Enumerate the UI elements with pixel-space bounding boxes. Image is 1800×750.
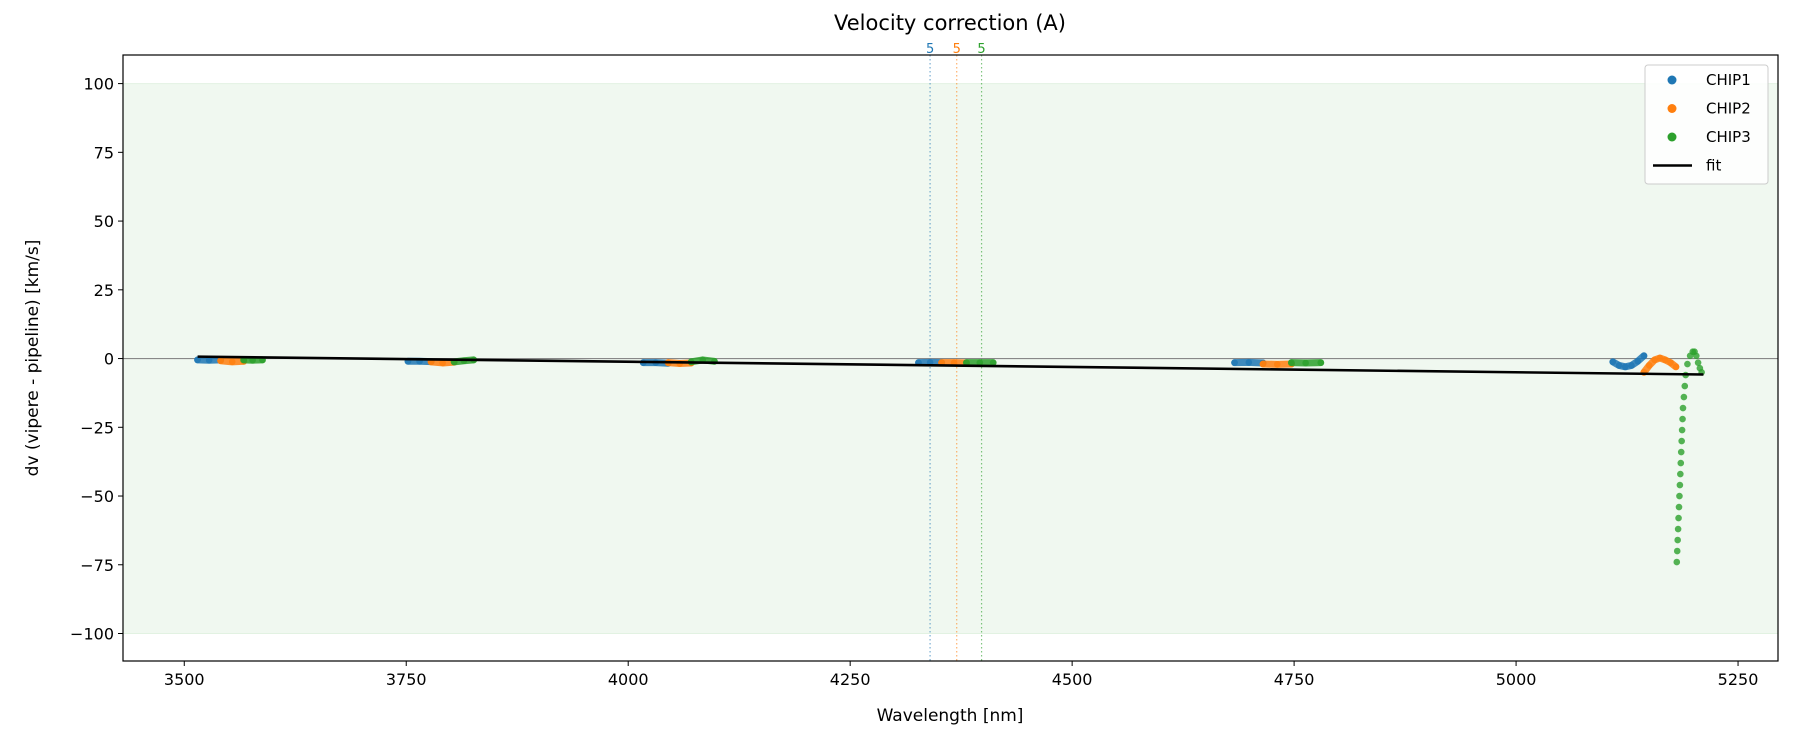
x-tick-label: 5250 [1718,670,1759,689]
legend-label: CHIP1 [1706,71,1751,89]
y-tick-label: 100 [83,75,114,94]
chip1-point [1621,363,1629,371]
legend-label: CHIP2 [1706,100,1751,118]
chart-title: Velocity correction (A) [834,11,1066,35]
y-tick-label: 25 [94,281,114,300]
legend-label: fit [1706,157,1721,175]
chip2-point [1667,359,1674,366]
chip3-point [1677,448,1685,456]
chip3-point [1675,514,1682,522]
x-tick-label: 5000 [1496,670,1537,689]
y-tick-label: 50 [94,212,114,231]
chip2-point [1661,356,1669,364]
chip3-point [1288,359,1295,366]
y-tick-label: −100 [70,625,114,644]
order-marker-label: 5 [926,42,934,57]
chip1-point [1609,358,1617,366]
chip2-point [1651,356,1658,364]
chip3-point [1676,481,1684,489]
y-axis-label: dv (vipere - pipeline) [km/s] [23,240,43,477]
chip3-point [1678,426,1686,434]
chip1-point [1634,357,1642,365]
chip3-point [1678,437,1685,445]
chip3-point [1676,492,1683,500]
chip1-point [1245,359,1253,366]
chip2-legend-marker [1667,104,1677,113]
legend: CHIP1 CHIP2 CHIP3 fit [1644,64,1769,185]
chip3-point [1680,393,1688,401]
x-tick-label: 4000 [608,670,649,689]
y-tick-label: −25 [80,418,114,437]
chip3-point [989,359,997,366]
chip2-point [1259,360,1267,368]
x-axis-label: Wavelength [nm] [877,706,1024,726]
chip3-point [1317,359,1325,366]
y-tick-label: −50 [80,487,114,506]
y-tick-label: 0 [104,350,114,369]
chip3-point [1674,536,1681,544]
x-tick-label: 4500 [1052,670,1093,689]
chip2-point [1672,363,1680,371]
order-marker-label: 5 [977,42,985,57]
y-tick-label: −75 [80,556,114,575]
x-tick-label: 3500 [164,670,205,689]
chip1-point [194,356,201,364]
chip2-point [217,357,224,365]
chip3-point [1673,547,1681,555]
chip1-point [1628,362,1635,369]
chip3-point [1677,459,1685,467]
order-marker-label: 5 [953,42,961,57]
chip1-point [1231,359,1238,366]
chip3-point [1673,558,1681,566]
chip3-point [1693,352,1700,360]
chip2-point [1645,362,1653,369]
chip3-point [1674,525,1682,533]
chip2-point [1273,361,1281,368]
y-tick-label: 75 [94,143,114,162]
chip3-point [1679,404,1687,412]
chip3-point [963,359,970,366]
chip1-point [1615,362,1623,369]
chip1-point [205,356,213,364]
chip2-point [439,359,446,367]
chip3-legend-marker [1667,132,1677,142]
legend-box [1644,64,1769,185]
plot-frame [122,54,1779,662]
chip1-legend-marker [1667,75,1677,85]
legend-label: CHIP3 [1706,128,1751,146]
chip1-point [1640,352,1648,360]
chip3-point [976,359,984,366]
chip3-point [1681,382,1689,390]
x-tick-label: 3750 [386,670,427,689]
fit-line [197,355,1704,376]
chip3-point [1684,360,1691,368]
chip3-point [1675,503,1683,511]
chip3-point [1694,359,1702,366]
chip2-point [1656,354,1664,362]
x-tick-label: 4250 [830,670,871,689]
chip3-point [1679,415,1686,423]
x-tick-label: 4750 [1274,670,1315,689]
chip3-point [1302,359,1309,367]
chip2-point [228,358,236,366]
chip3-point [1677,470,1684,478]
